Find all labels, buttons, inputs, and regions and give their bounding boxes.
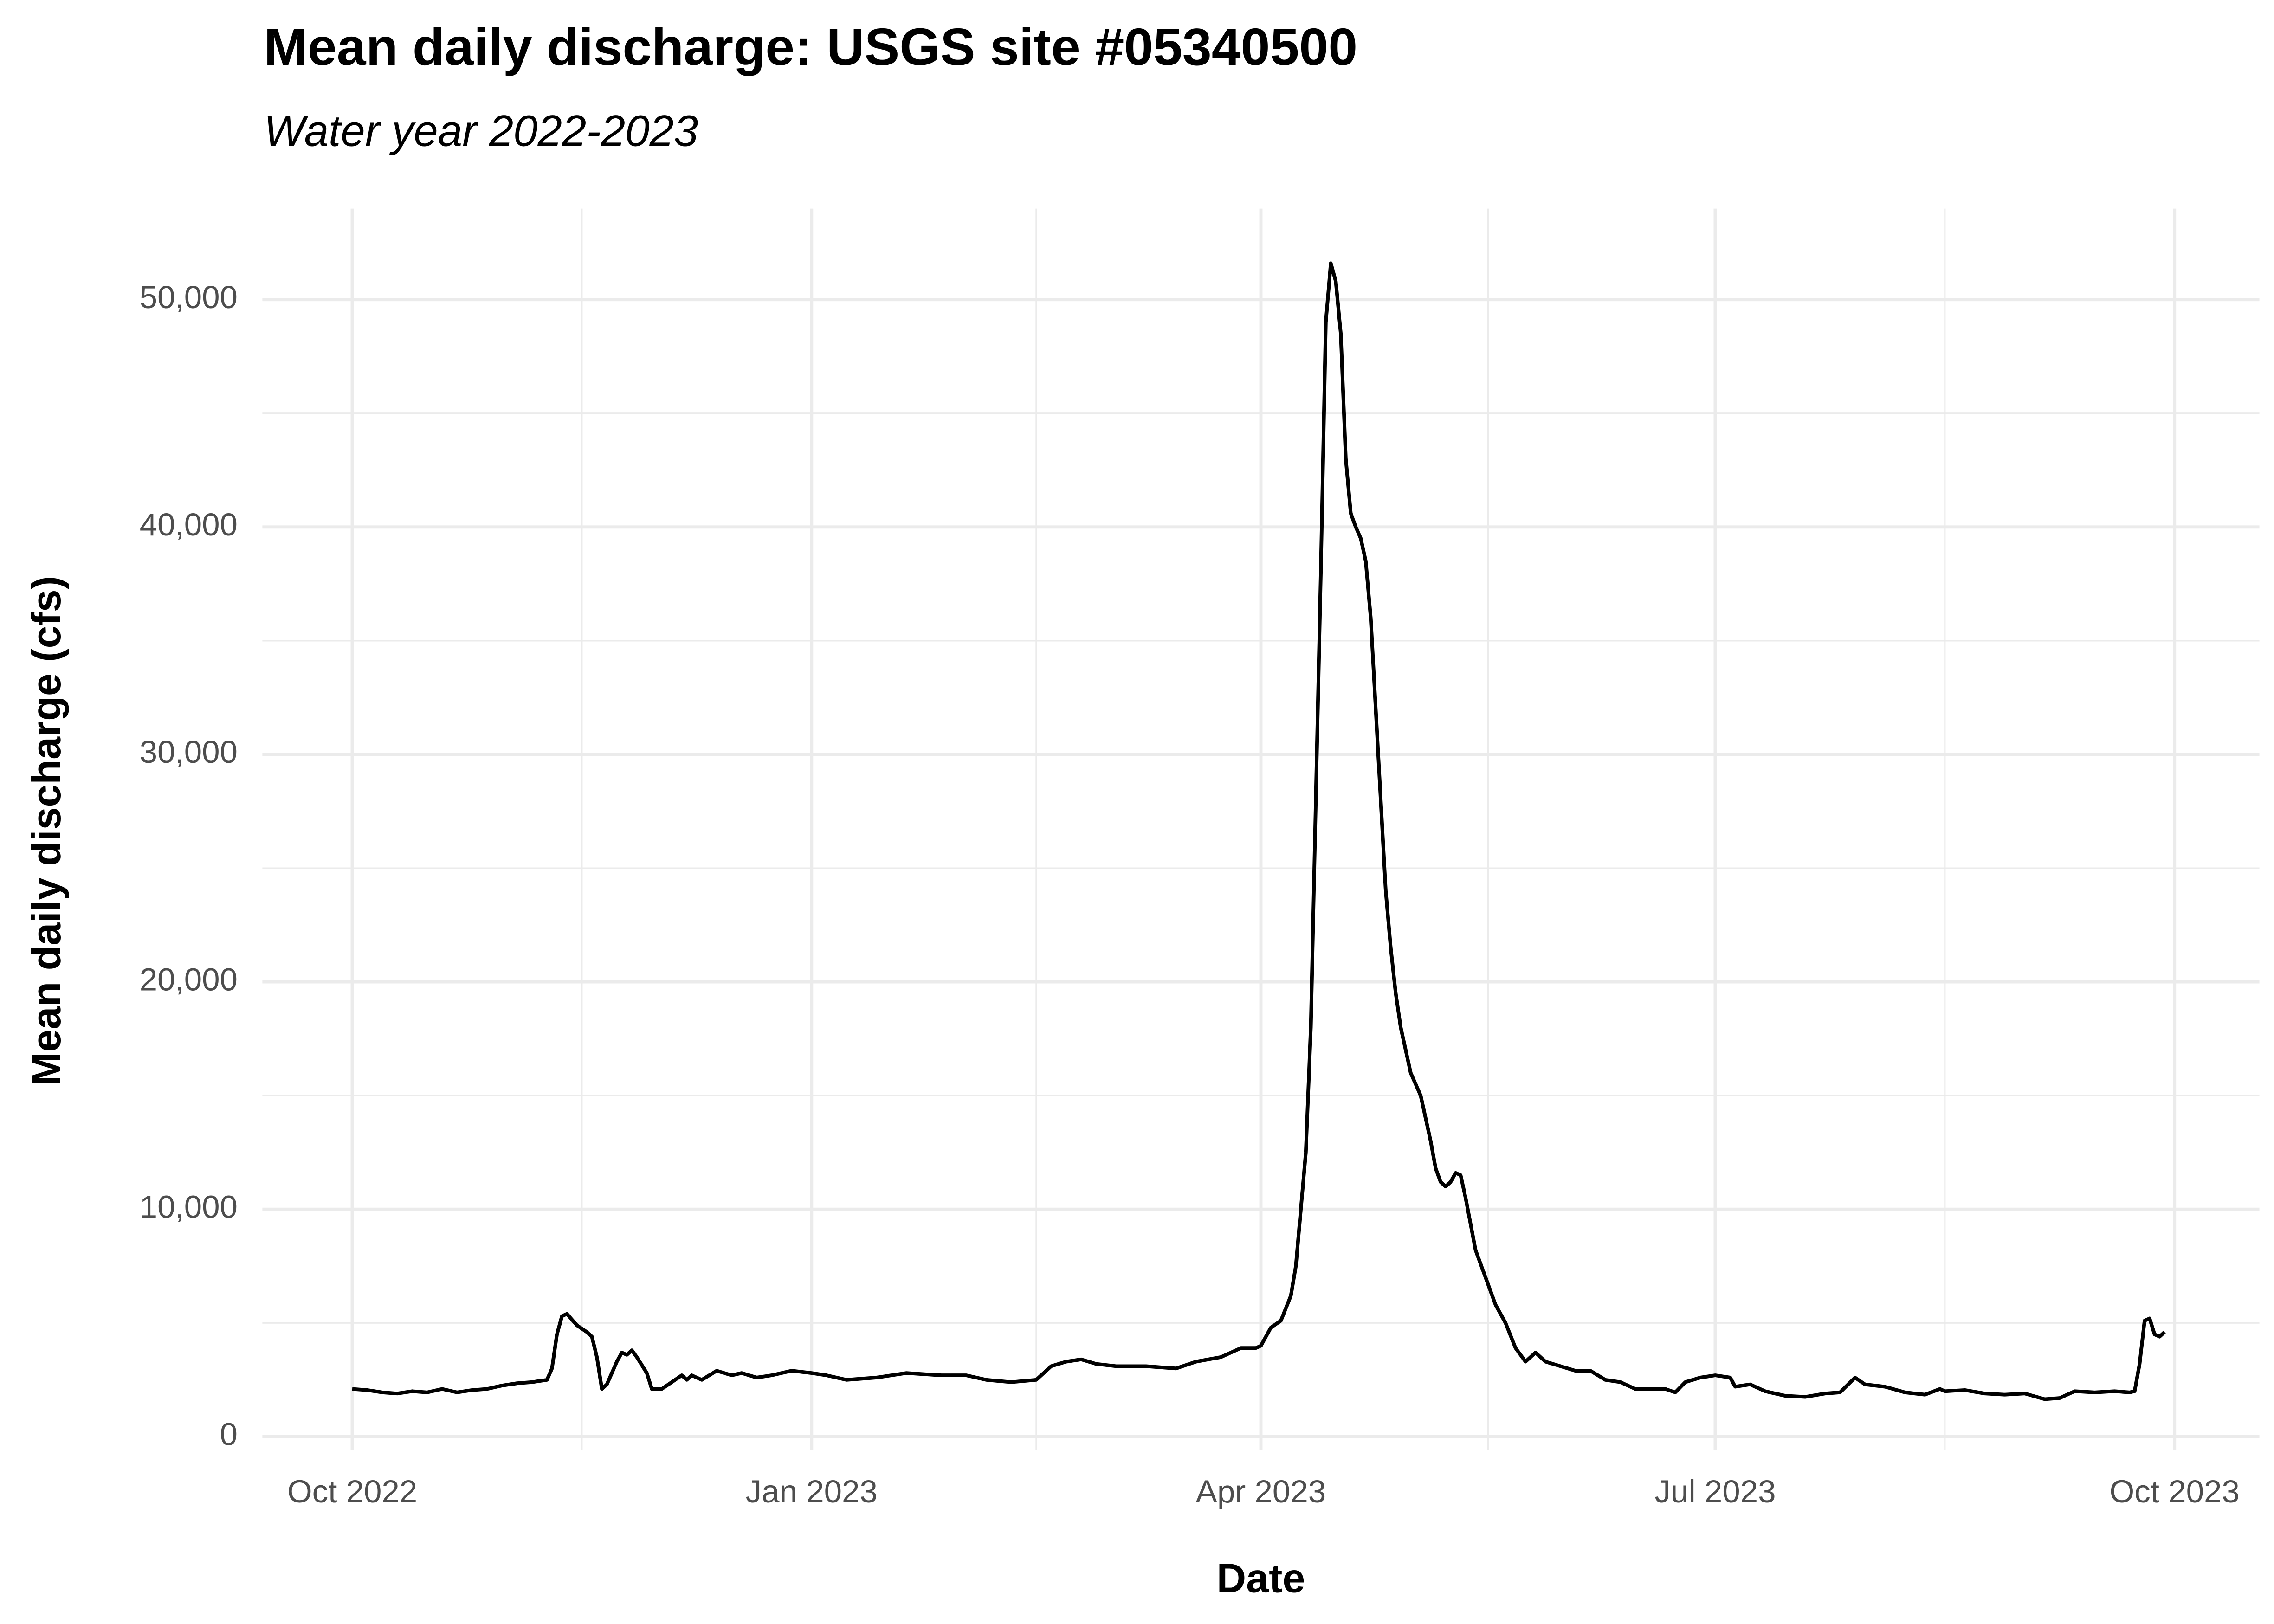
y-tick-label: 20,000 [140,961,238,997]
y-tick-label: 40,000 [140,506,238,542]
x-tick-label: Jul 2023 [1654,1473,1776,1509]
y-axis-title: Mean daily discharge (cfs) [23,576,69,1086]
x-axis-title: Date [1217,1555,1305,1601]
y-tick-label: 10,000 [140,1188,238,1224]
chart-subtitle: Water year 2022-2023 [264,106,698,155]
x-tick-label: Jan 2023 [746,1473,878,1509]
grid [262,208,2260,1450]
x-tick-label: Oct 2023 [2110,1473,2240,1509]
discharge-line [352,261,2166,1401]
y-tick-label: 30,000 [140,734,238,770]
x-tick-label: Oct 2022 [287,1473,417,1509]
y-tick-label: 50,000 [140,279,238,315]
x-tick-label: Apr 2023 [1196,1473,1326,1509]
y-tick-label: 0 [220,1416,238,1452]
chart-title: Mean daily discharge: USGS site #0534050… [264,18,1358,76]
